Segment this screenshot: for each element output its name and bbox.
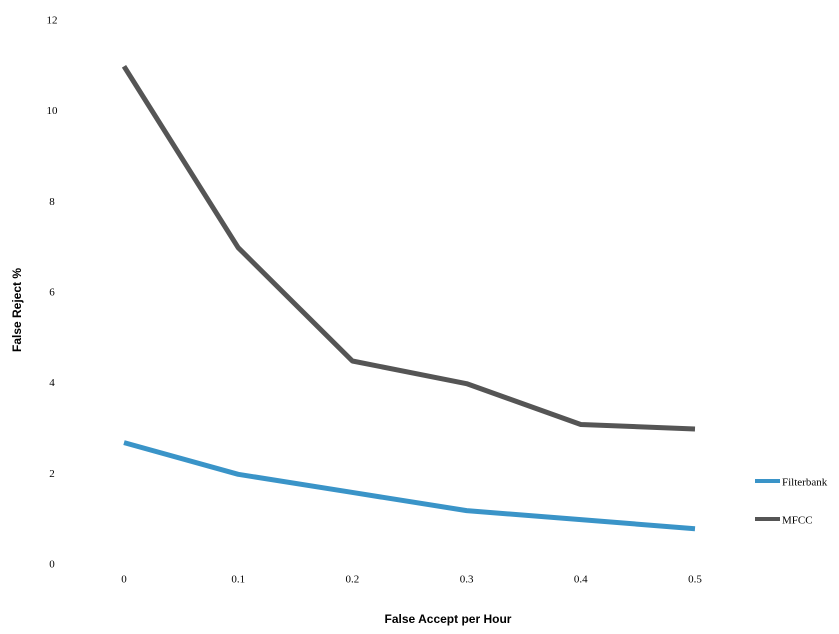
y-tick-label: 6 <box>49 287 55 299</box>
x-axis-title: False Accept per Hour <box>385 612 512 626</box>
series-line <box>121 65 696 432</box>
x-tick-label: 0.5 <box>688 574 702 586</box>
y-tick-label: 10 <box>47 105 59 117</box>
y-tick-label: 12 <box>47 15 58 27</box>
x-tick-label: 0.1 <box>231 574 245 586</box>
x-tick-label: 0.2 <box>346 574 360 586</box>
x-tick-label: 0 <box>121 574 127 586</box>
y-tick-label: 0 <box>49 559 55 571</box>
y-tick-label: 2 <box>49 468 55 480</box>
series-line <box>123 440 696 532</box>
x-tick-label: 0.4 <box>574 574 588 586</box>
y-tick-label: 4 <box>49 377 55 389</box>
x-tick-label: 0.3 <box>460 574 474 586</box>
y-axis-title: False Reject % <box>10 268 24 352</box>
legend-label: Filterbank <box>782 477 828 489</box>
y-tick-label: 8 <box>49 196 55 208</box>
legend-label: MFCC <box>782 515 813 527</box>
